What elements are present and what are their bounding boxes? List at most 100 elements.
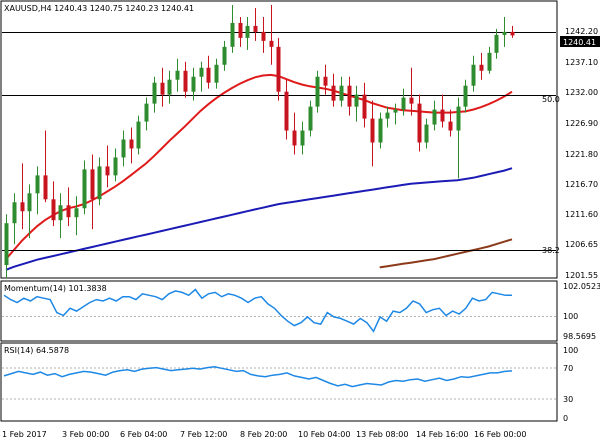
candle-body (51, 199, 56, 221)
candlesticks (4, 4, 515, 279)
candle-body (424, 124, 429, 143)
rsi-scale-label: 100 (563, 346, 578, 355)
sma-mid-line (5, 167, 513, 271)
candle-body (105, 166, 110, 176)
rsi-panel-frame (0, 342, 558, 422)
candle-body (409, 97, 414, 104)
candle-body (510, 31, 515, 36)
rsi-line (3, 366, 513, 388)
candle-body (432, 109, 437, 125)
candle-body (401, 97, 406, 110)
candle-body (463, 85, 468, 107)
candle-body (82, 169, 87, 209)
candle-body (479, 64, 484, 71)
candle-body (4, 223, 9, 266)
candle-body (308, 106, 313, 131)
candle-body (191, 76, 196, 92)
candle-body (74, 208, 79, 218)
rsi-panel[interactable]: RSI(14) 64.5878 100 70 30 0 (0, 342, 578, 423)
candle-body (300, 130, 305, 146)
candle-body (238, 22, 243, 38)
time-axis: 1 Feb 2017 3 Feb 00:00 6 Feb 04:00 7 Feb… (2, 430, 526, 439)
price-label: 1206.65 (565, 240, 598, 249)
current-price-label: 1240.41 (563, 38, 596, 47)
candle-body (90, 169, 95, 200)
candle-body (448, 121, 453, 131)
candle-body (136, 121, 141, 149)
sma-fast-line (5, 73, 513, 260)
candle-body (58, 205, 63, 221)
candle-body (487, 52, 492, 71)
candle-body (378, 118, 383, 143)
momentum-label: Momentum(14) 101.3838 (4, 284, 107, 293)
candle-body (253, 25, 258, 32)
candle-body (471, 64, 476, 86)
candle-body (183, 70, 188, 92)
candle-body (315, 76, 320, 107)
candle-body (385, 112, 390, 119)
candle-body (494, 34, 499, 53)
price-label: 1242.20 (565, 27, 598, 36)
candle-body (152, 82, 157, 104)
price-label: 1232.00 (565, 88, 598, 97)
time-label: 1 Feb 2017 (2, 430, 47, 439)
candle-body (175, 70, 180, 80)
momentum-panel[interactable]: Momentum(14) 101.3838 102.0523 100 98.56… (0, 280, 600, 342)
rsi-label: RSI(14) 64.5878 (4, 346, 69, 355)
candle-body (20, 202, 25, 212)
candle-body (284, 91, 289, 131)
time-label: 14 Feb 16:00 (416, 430, 468, 439)
current-price-marker (560, 36, 600, 47)
rsi-series (3, 366, 513, 388)
candle-body (331, 85, 336, 101)
price-panel[interactable]: XAUUSD,H4 1240.43 1240.75 1240.23 1240.4… (0, 0, 560, 279)
candle-body (144, 103, 149, 122)
candle-body (440, 109, 445, 122)
candle-body (245, 25, 250, 38)
candle-body (97, 166, 102, 200)
momentum-scale-label: 100 (563, 312, 578, 321)
fib-38-label: 38.2 (542, 246, 560, 255)
moving-averages (5, 73, 513, 271)
candle-body (362, 94, 367, 119)
time-label: 3 Feb 00:00 (62, 430, 109, 439)
candle-body (66, 205, 71, 218)
price-label: 1221.80 (565, 150, 598, 159)
price-label: 1237.10 (565, 58, 598, 67)
candle-body (43, 175, 48, 200)
price-label: 1211.60 (565, 210, 598, 219)
momentum-scale-label: 98.5695 (563, 332, 596, 341)
rsi-scale-label: 0 (563, 414, 568, 423)
rsi-scale-label: 30 (563, 395, 573, 404)
momentum-scale-label: 102.0523 (563, 282, 600, 291)
price-scale: 1242.20 1237.10 1232.00 1226.90 1221.80 … (560, 27, 600, 280)
time-label: 8 Feb 20:00 (240, 430, 287, 439)
price-label: 1201.55 (565, 271, 598, 280)
candle-body (230, 22, 235, 47)
candle-body (121, 139, 126, 158)
candle-body (393, 109, 398, 113)
rsi-scale-label: 70 (563, 364, 573, 373)
candle-body (27, 193, 32, 212)
sma-slow-line (379, 238, 513, 269)
candle-body (323, 76, 328, 86)
candle-body (276, 46, 281, 92)
candle-body (35, 175, 40, 194)
time-label: 13 Feb 08:00 (356, 430, 408, 439)
momentum-series (3, 288, 512, 333)
candle-body (113, 157, 118, 176)
time-label: 6 Feb 04:00 (120, 430, 167, 439)
candle-body (292, 130, 297, 146)
momentum-line (3, 288, 512, 333)
time-label: 7 Feb 12:00 (180, 430, 227, 439)
candle-body (502, 31, 507, 35)
candle-body (12, 202, 17, 224)
candle-body (214, 64, 219, 83)
candle-body (339, 85, 344, 101)
fib-50-label: 50.0 (542, 95, 560, 104)
candle-body (160, 82, 165, 95)
price-label: 1216.70 (565, 180, 598, 189)
candle-body (417, 103, 422, 143)
candle-body (206, 67, 211, 83)
